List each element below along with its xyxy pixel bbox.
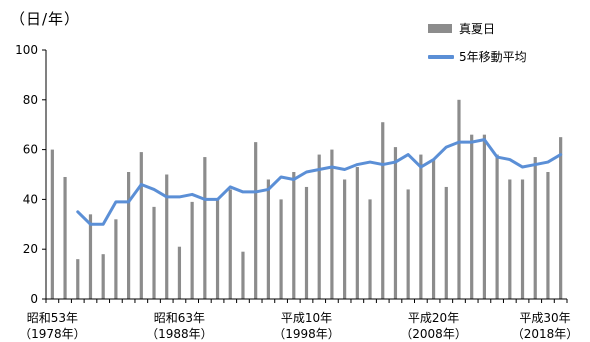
x-tick-label-era: 平成20年: [407, 311, 460, 325]
x-tick-label-western: （1988年）: [146, 327, 213, 341]
x-tick-label: 昭和63年 （1988年）: [134, 310, 224, 342]
bar-1989: [190, 201, 194, 299]
x-tick-label: 平成30年 （2018年）: [500, 310, 590, 342]
bar-2003: [368, 199, 372, 299]
x-tick-label-era: 昭和53年: [26, 311, 78, 325]
y-tick-label: 20: [23, 242, 38, 256]
bar-2016: [533, 157, 537, 299]
bar-2015: [520, 179, 525, 299]
x-tick-label: 平成10年 （1998年）: [262, 310, 352, 342]
bar-1985: [139, 152, 143, 299]
bar-2002: [355, 167, 359, 299]
bar-2017: [546, 172, 550, 299]
bar-1982: [101, 254, 105, 299]
bar-1983: [114, 219, 118, 299]
y-tick-label: 0: [30, 292, 38, 306]
x-tick-label-era: 平成10年: [280, 311, 333, 325]
bar-1998: [304, 186, 309, 299]
bar-1995: [266, 179, 270, 299]
bar-2018: [559, 137, 563, 299]
bar-2012: [482, 134, 487, 299]
bar-1997: [292, 172, 296, 299]
bar-1988: [177, 246, 182, 299]
y-tick-label: 60: [23, 143, 38, 157]
y-axis-unit-label: （日/年）: [10, 10, 81, 28]
bar-2013: [495, 154, 499, 299]
bar-1992: [228, 189, 232, 299]
bar-1986: [152, 206, 156, 299]
legend-line-item: 5年移動平均: [428, 48, 527, 65]
bar-2009: [444, 186, 448, 299]
bar-1996: [279, 199, 283, 299]
x-tick-label: 昭和53年 （1978年）: [7, 310, 97, 342]
legend-bar-label: 真夏日: [459, 22, 496, 36]
legend-bar-swatch: [428, 24, 452, 33]
bar-2005: [393, 147, 398, 299]
moving-average-line: [76, 138, 563, 226]
bar-1979: [63, 176, 67, 299]
bar-1981: [88, 214, 93, 299]
bar-1980: [76, 259, 80, 299]
bar-2004: [381, 122, 385, 300]
x-tick-label-western: （2008年）: [400, 327, 467, 341]
bar-2014: [508, 179, 512, 299]
x-tick-label-era: 平成30年: [519, 311, 571, 325]
y-tick-label: 100: [15, 43, 38, 57]
bar-2007: [419, 154, 423, 299]
bar-2008: [431, 159, 436, 299]
bar-2006: [406, 189, 410, 299]
bar-2000: [330, 149, 334, 299]
bar-2011: [470, 134, 474, 299]
x-tick-label-western: （2018年）: [511, 327, 579, 341]
bar-1993: [241, 251, 245, 299]
bar-1990: [203, 157, 207, 299]
bar-1987: [165, 174, 169, 299]
bar-1978: [50, 149, 54, 299]
y-tick-label: 80: [23, 93, 38, 107]
y-tick-label: 40: [23, 192, 38, 206]
legend-line-swatch: [428, 54, 454, 59]
x-tick-label-era: 昭和63年: [153, 311, 206, 325]
bar-1999: [317, 154, 321, 299]
bar-2001: [343, 179, 347, 299]
x-tick-label-western: （1978年）: [19, 327, 86, 341]
legend-line-label: 5年移動平均: [459, 50, 527, 64]
legend-bar-item: 真夏日: [428, 20, 495, 37]
x-tick-label-western: （1998年）: [273, 327, 340, 341]
bar-1994: [254, 142, 258, 299]
x-tick-label: 平成20年 （2008年）: [389, 310, 479, 342]
bar-2010: [457, 99, 461, 299]
bar-1984: [126, 172, 131, 299]
bar-1991: [215, 199, 220, 299]
